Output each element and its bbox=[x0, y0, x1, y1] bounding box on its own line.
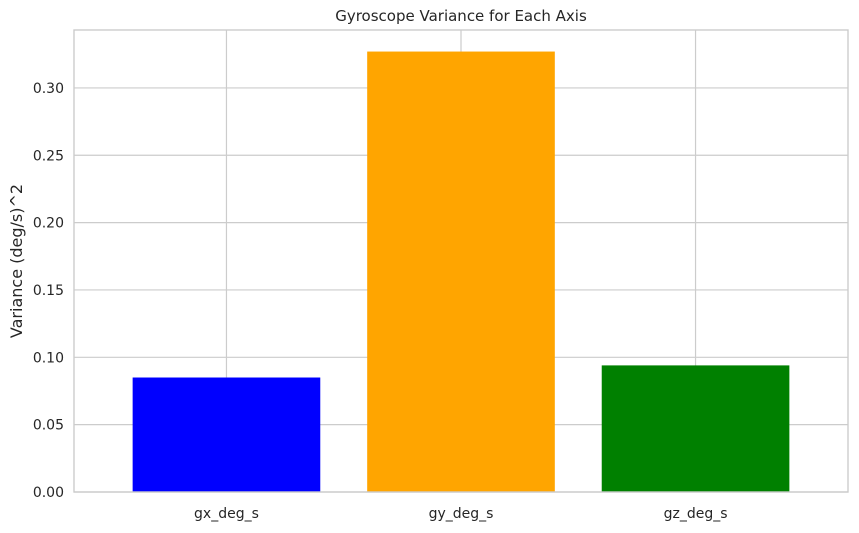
y-tick-label: 0.25 bbox=[33, 148, 64, 164]
bar-gx-deg-s bbox=[132, 377, 321, 492]
y-tick-label: 0.15 bbox=[33, 283, 64, 299]
y-tick-label: 0.00 bbox=[33, 485, 64, 501]
y-tick-label: 0.05 bbox=[33, 418, 64, 434]
bar-gz-deg-s bbox=[601, 365, 790, 492]
axes-frame bbox=[73, 29, 849, 493]
bar-layer bbox=[132, 51, 790, 492]
x-tick-label: gx_deg_s bbox=[194, 506, 259, 522]
bar-gy-deg-s bbox=[367, 51, 555, 492]
chart-title: Gyroscope Variance for Each Axis bbox=[335, 7, 587, 25]
y-tick-label: 0.30 bbox=[33, 81, 64, 97]
plot-frame bbox=[73, 29, 849, 493]
x-tick-label: gy_deg_s bbox=[429, 506, 494, 522]
tick-label-layer: 0.00 0.05 0.10 0.15 0.20 0.25 0.30 gx_deg_s gy_d… bbox=[33, 81, 728, 522]
x-tick-label: gz_deg_s bbox=[664, 506, 728, 522]
y-tick-label: 0.20 bbox=[33, 216, 64, 232]
y-tick-label: 0.10 bbox=[33, 350, 64, 366]
y-axis-title: Variance (deg/s)^2 bbox=[7, 184, 26, 338]
